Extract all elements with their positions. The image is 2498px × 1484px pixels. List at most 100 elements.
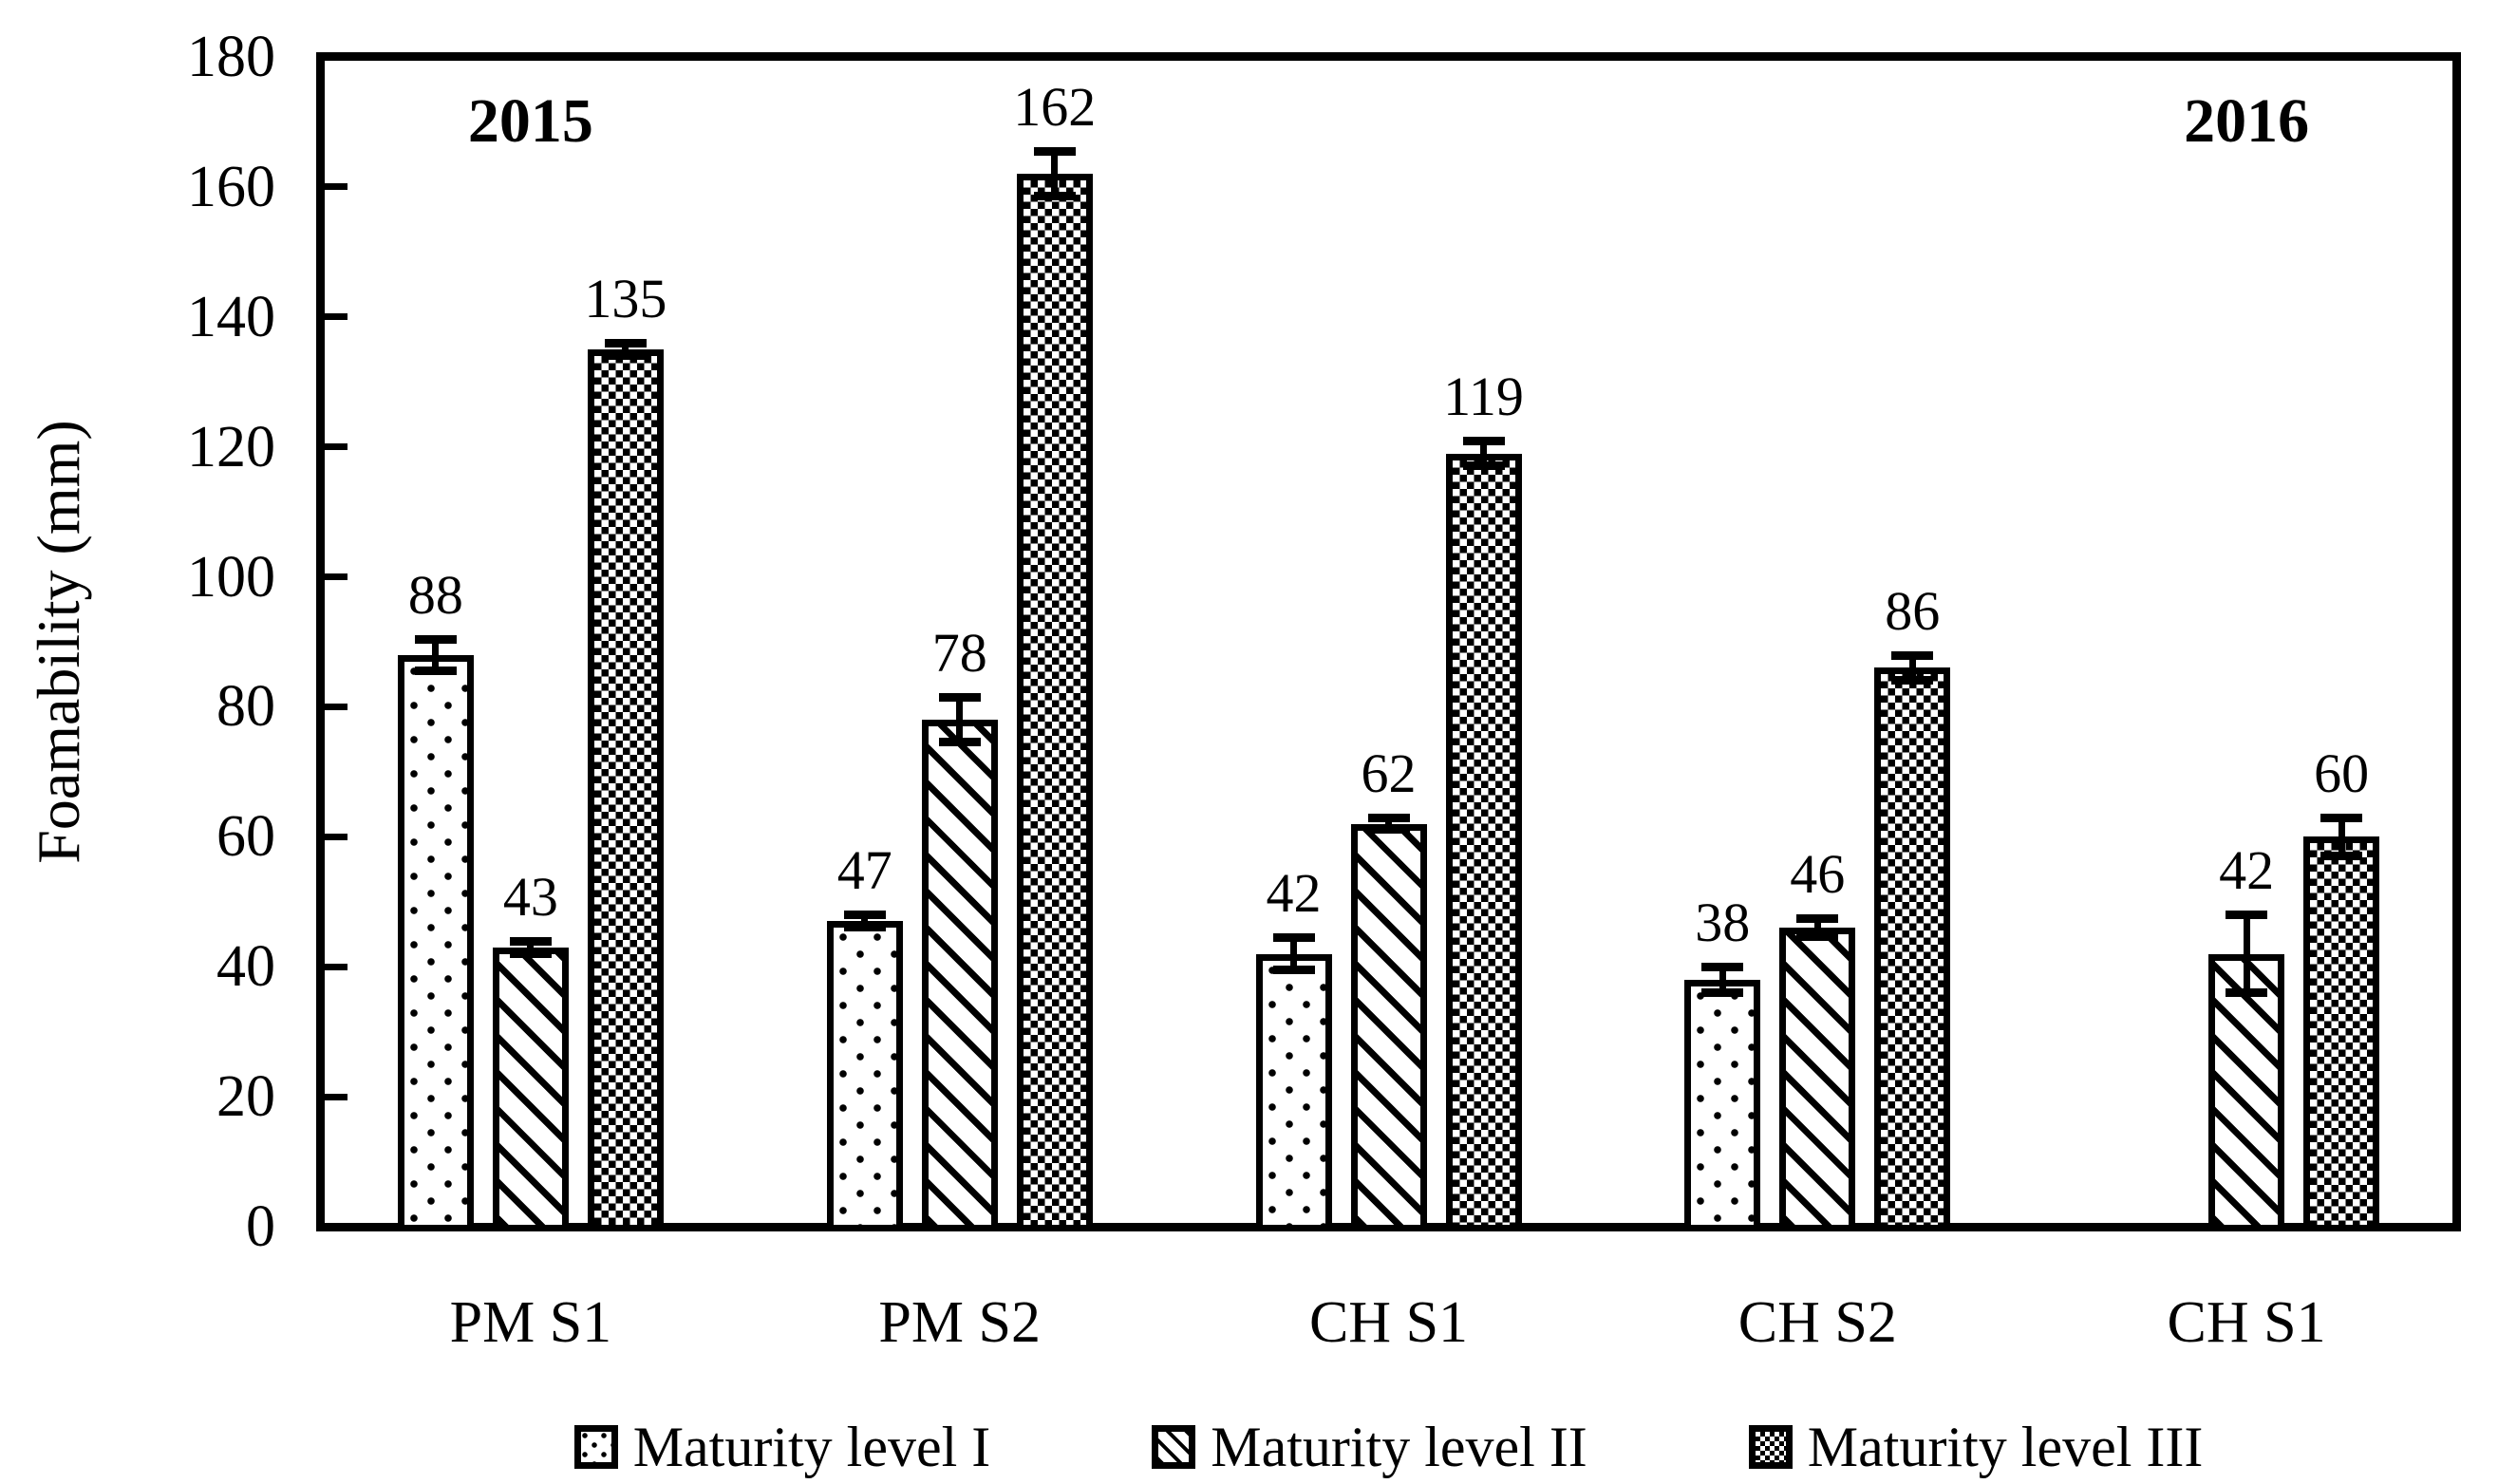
error-bar-cap-top [2320,813,2363,822]
error-bar-whisker [1051,151,1059,197]
y-axis-tick-label: 100 [187,544,275,610]
bar-value-label: 38 [1695,892,1751,954]
error-bar-cap-bottom [2226,987,2268,997]
error-bar-cap-bottom [1891,676,1934,686]
bar-value-label: 78 [931,622,987,685]
year-label-2016: 2016 [2184,86,2310,156]
error-bar-cap-top [2226,911,2268,920]
y-axis-tick [325,443,347,451]
x-axis-label-ch-s1: CH S1 [1308,1290,1469,1355]
error-bar-whisker [2243,914,2250,993]
legend-label: Maturity level II [1211,1416,1587,1478]
bar-value-label: 119 [1443,365,1524,427]
error-bar-cap-bottom [509,949,552,958]
bar-value-label: 42 [1266,862,1322,925]
error-bar-whisker [956,697,964,743]
error-bar-whisker [432,638,440,671]
error-bar-cap-top [509,936,552,946]
error-bar-cap-bottom [1796,932,1839,942]
bar-value-label: 60 [2314,742,2370,804]
bar-pm-s1-diagonal [492,947,569,1231]
error-bar-whisker [1719,967,1726,993]
bar-pm-s1-dots [397,654,474,1231]
legend-key-dots-icon [573,1425,618,1469]
error-bar-cap-bottom [1367,825,1410,835]
error-bar-whisker [1480,440,1487,467]
bar-value-label: 62 [1361,742,1417,804]
y-axis-tick-label: 160 [187,154,275,219]
error-bar-cap-bottom [1033,192,1076,201]
legend-label: Maturity level I [632,1416,991,1478]
error-bar-cap-top [1367,813,1410,822]
error-bar-whisker [861,914,869,929]
error-bar-whisker [1908,654,1916,682]
y-axis-tick-label: 180 [187,25,275,89]
bar-ch-s1-diagonal [1350,823,1427,1231]
error-bar-cap-bottom [604,350,647,360]
error-bar-cap-top [938,693,981,703]
x-axis-label-pm-s1: PM S1 [449,1290,612,1355]
legend-label: Maturity level III [1807,1416,2204,1478]
y-axis-tick-label: 20 [216,1064,275,1130]
error-bar-cap-bottom [1272,965,1315,974]
bar-value-label: 42 [2219,839,2275,902]
y-axis-tick [325,703,347,710]
error-bar-cap-top [1701,963,1744,972]
bar-value-label: 88 [407,563,463,626]
error-bar-cap-top [1272,933,1315,943]
bar-ch-s2-dots [1684,979,1761,1231]
bar-ch-s2-checker [1874,667,1951,1231]
bar-value-label: 46 [1790,842,1846,905]
error-bar-whisker [1290,937,1297,970]
legend-item-dots: Maturity level I [573,1416,991,1478]
error-bar-cap-bottom [1701,987,1744,997]
x-axis-label-ch-s2: CH S2 [1737,1290,1897,1355]
error-bar-cap-bottom [2320,851,2363,860]
year-label-2015: 2015 [467,86,593,156]
error-bar-cap-bottom [414,666,457,675]
y-axis-tick [325,183,347,191]
y-axis-tick [325,963,347,970]
bar-pm-s2-diagonal [921,720,998,1231]
bar-value-label: 47 [836,839,892,902]
bar-pm-s1-checker [587,349,664,1231]
legend-key-diagonal-icon [1152,1425,1196,1469]
error-bar-cap-top [843,911,886,920]
y-axis-tick-label: 40 [216,934,275,1000]
bar-ch-s1-diagonal [2208,953,2285,1231]
y-axis-tick-label: 60 [216,804,275,870]
bar-value-label: 135 [584,268,667,330]
y-axis-tick-label: 0 [246,1194,275,1259]
bar-value-label: 43 [502,865,558,928]
error-bar-cap-bottom [843,923,886,932]
bar-ch-s1-checker [2303,836,2380,1231]
error-bar-whisker [527,940,535,954]
y-axis-tick-label: 120 [187,414,275,479]
error-bar-cap-top [604,339,647,348]
bar-pm-s2-dots [826,921,903,1231]
error-bar-whisker [2338,817,2345,856]
x-axis-label-pm-s2: PM S2 [878,1290,1041,1355]
error-bar-cap-top [1462,436,1505,445]
y-axis-tick [325,833,347,840]
error-bar-cap-top [414,634,457,644]
y-axis-tick-label: 80 [216,674,275,740]
bar-ch-s1-checker [1445,453,1522,1231]
error-bar-cap-bottom [938,738,981,747]
legend-item-diagonal: Maturity level II [1152,1417,1587,1477]
bar-ch-s1-dots [1255,953,1332,1231]
legend: Maturity level I Maturity level II Maturit… [316,1417,2461,1477]
error-bar-whisker [622,343,629,356]
y-axis-tick [325,1093,347,1100]
x-axis-label-ch-s1: CH S1 [2167,1290,2326,1355]
bar-ch-s2-diagonal [1779,928,1856,1231]
error-bar-cap-top [1796,913,1839,923]
bar-value-label: 86 [1885,579,1941,642]
error-bar-whisker [1813,917,1821,938]
y-axis-tick-label: 140 [187,284,275,349]
legend-key-checker-icon [1748,1425,1793,1469]
legend-item-checker: Maturity level III [1748,1416,2204,1478]
error-bar-cap-bottom [1462,461,1505,471]
y-axis-tick [325,573,347,581]
